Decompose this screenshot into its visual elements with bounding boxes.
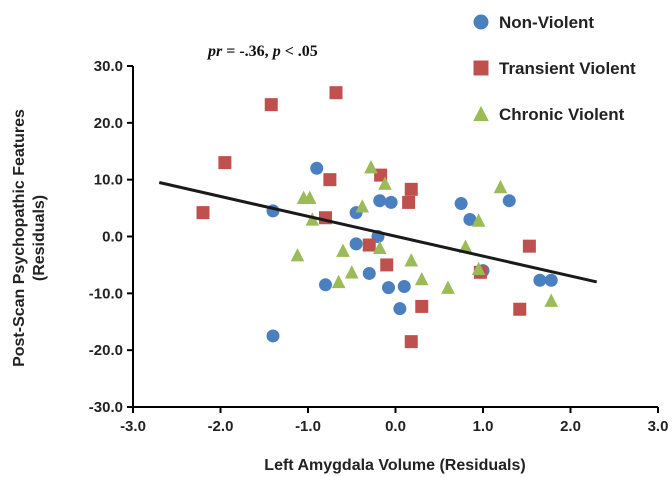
data-point	[402, 196, 415, 209]
y-tick-label: 0.0	[102, 229, 123, 246]
data-point	[523, 240, 536, 253]
legend-marker	[473, 106, 489, 121]
data-point	[405, 335, 418, 348]
x-tick-label: 2.0	[560, 418, 581, 435]
data-point	[363, 239, 376, 252]
data-point	[332, 275, 346, 288]
data-point	[405, 183, 418, 196]
legend-item-transient-violent: Transient Violent	[474, 59, 637, 78]
legend-item-non-violent: Non-Violent	[474, 13, 595, 32]
legend-label: Non-Violent	[499, 13, 594, 32]
legend-marker	[474, 61, 489, 76]
y-axis-title-line2: (Residuals)	[31, 195, 48, 281]
data-point	[355, 199, 369, 212]
data-point	[513, 303, 526, 316]
legend-label: Transient Violent	[499, 59, 636, 78]
data-point	[310, 162, 323, 175]
data-point	[350, 237, 363, 250]
data-point	[197, 206, 210, 219]
x-tick-label: -2.0	[208, 418, 234, 435]
y-tick-label: 20.0	[94, 115, 123, 132]
y-tick-label: 30.0	[94, 58, 123, 75]
correlation-annotation: pr = -.36, p < .05	[206, 43, 318, 60]
p-symbol: p	[271, 43, 281, 60]
y-axis-title-line1: Post-Scan Psychopathic Features	[11, 109, 28, 367]
data-point	[345, 265, 359, 278]
data-point	[265, 98, 278, 111]
data-point	[544, 294, 558, 307]
x-tick-label: -3.0	[120, 418, 146, 435]
data-point	[545, 274, 558, 287]
data-point	[385, 196, 398, 209]
data-point	[336, 244, 350, 257]
data-point	[291, 248, 305, 261]
data-point	[218, 156, 231, 169]
y-tick-label: 10.0	[94, 172, 123, 189]
data-point	[319, 278, 332, 291]
data-point	[533, 274, 546, 287]
y-tick-label: -30.0	[89, 399, 123, 416]
x-axis: -3.0 -2.0 -1.0 0.0 1.0 2.0 3.0	[120, 407, 668, 435]
x-tick-label: -1.0	[295, 418, 321, 435]
x-tick-label: 3.0	[648, 418, 669, 435]
x-axis-title: Left Amygdala Volume (Residuals)	[264, 457, 525, 474]
y-tick-label: -20.0	[89, 342, 123, 359]
pr-symbol: pr	[206, 43, 223, 60]
data-point	[503, 194, 516, 207]
data-point	[494, 180, 508, 193]
data-point	[330, 86, 343, 99]
x-tick-label: 1.0	[473, 418, 494, 435]
data-point	[364, 160, 378, 173]
p-value: < .05	[281, 43, 318, 60]
data-point	[398, 280, 411, 293]
data-point	[415, 300, 428, 313]
data-point	[404, 253, 418, 266]
legend-marker	[474, 15, 489, 30]
data-point	[415, 272, 429, 285]
series-transient-violent	[197, 86, 536, 348]
y-tick-label: -10.0	[89, 285, 123, 302]
data-point	[380, 258, 393, 271]
data-point	[267, 329, 280, 342]
data-point	[382, 281, 395, 294]
data-points	[197, 86, 559, 348]
y-axis: 30.0 20.0 10.0 0.0 -10.0 -20.0 -30.0	[89, 58, 133, 416]
x-tick-label: 0.0	[385, 418, 406, 435]
data-point	[455, 197, 468, 210]
legend-label: Chronic Violent	[499, 105, 625, 124]
data-point	[323, 173, 336, 186]
legend-item-chronic-violent: Chronic Violent	[473, 105, 625, 124]
data-point	[363, 267, 376, 280]
data-point	[441, 280, 455, 293]
data-point	[393, 302, 406, 315]
legend: Non-Violent Transient Violent Chronic Viol…	[473, 13, 636, 124]
data-point	[373, 194, 386, 207]
pr-value: = -.36,	[222, 43, 272, 60]
